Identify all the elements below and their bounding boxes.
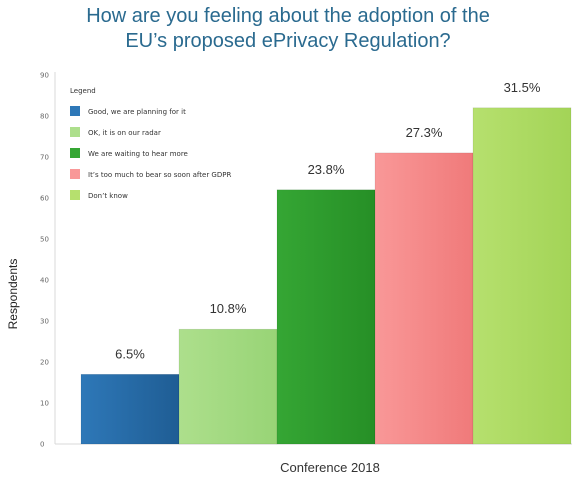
legend-swatch [70, 190, 80, 200]
legend-entry: It’s too much to bear so soon after GDPR [88, 171, 231, 179]
chart-title-line-1: How are you feeling about the adoption o… [86, 5, 490, 27]
data-label: 10.8% [210, 301, 247, 316]
legend-box [60, 80, 256, 212]
y-tick-label: 80 [40, 113, 49, 121]
y-tick-label: 10 [40, 400, 49, 408]
y-tick-label: 50 [40, 236, 49, 244]
y-tick-label: 70 [40, 154, 49, 162]
legend-swatch [70, 169, 80, 179]
legend-entry: Don’t know [88, 192, 128, 200]
y-tick-labels: 0 10 20 30 40 50 60 70 80 90 [40, 72, 49, 449]
legend-entry: Good, we are planning for it [88, 108, 186, 116]
y-tick-label: 20 [40, 359, 49, 367]
legend-title: Legend [70, 87, 96, 95]
legend-swatch [70, 106, 80, 116]
data-label: 6.5% [115, 346, 145, 361]
data-label: 31.5% [504, 80, 541, 95]
bar [374, 152, 474, 445]
legend: Legend Good, we are planning for it OK, i… [60, 80, 256, 212]
bar [80, 373, 180, 445]
y-axis-label: Respondents [6, 259, 20, 330]
y-tick-label: 60 [40, 195, 49, 203]
chart-title: How are you feeling about the adoption o… [0, 4, 576, 54]
data-labels: 6.5% 10.8% 23.8% 27.3% 31.5% [115, 80, 541, 361]
bar [178, 328, 278, 445]
legend-entry: OK, it is on our radar [88, 129, 161, 137]
y-tick-label: 30 [40, 318, 49, 326]
bar [276, 189, 376, 445]
y-tick-label: 0 [40, 441, 44, 449]
data-label: 27.3% [406, 125, 443, 140]
legend-entry: We are waiting to hear more [88, 150, 188, 158]
x-axis-label: Conference 2018 [280, 460, 380, 475]
y-tick-label: 40 [40, 277, 49, 285]
bars [80, 107, 572, 445]
y-tick-label: 90 [40, 72, 49, 80]
legend-swatch [70, 127, 80, 137]
data-label: 23.8% [308, 162, 345, 177]
chart-title-line-2: EU’s proposed ePrivacy Regulation? [125, 30, 451, 52]
legend-swatch [70, 148, 80, 158]
bar [472, 107, 572, 445]
